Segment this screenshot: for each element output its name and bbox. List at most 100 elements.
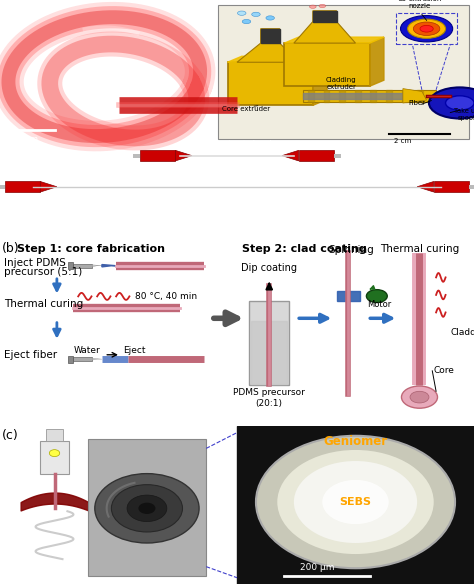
- Polygon shape: [334, 154, 341, 158]
- Text: SEBS: SEBS: [339, 497, 372, 507]
- Polygon shape: [403, 89, 427, 103]
- Circle shape: [266, 16, 274, 20]
- Text: (a): (a): [4, 4, 21, 16]
- Polygon shape: [282, 150, 299, 161]
- Polygon shape: [237, 29, 299, 62]
- Polygon shape: [228, 56, 327, 62]
- Text: Step 1: core fabrication: Step 1: core fabrication: [17, 244, 164, 254]
- Polygon shape: [5, 182, 40, 192]
- Text: Spinning: Spinning: [328, 245, 374, 255]
- Circle shape: [401, 16, 453, 42]
- Text: Water: Water: [73, 346, 100, 355]
- FancyBboxPatch shape: [218, 5, 469, 139]
- Text: (b): (b): [2, 242, 20, 255]
- Text: Take up
spool: Take up spool: [454, 107, 474, 121]
- Circle shape: [420, 25, 433, 32]
- Polygon shape: [299, 150, 334, 161]
- Polygon shape: [324, 90, 329, 102]
- Polygon shape: [294, 11, 356, 43]
- Text: Core: Core: [434, 366, 455, 376]
- Circle shape: [294, 461, 417, 543]
- Polygon shape: [434, 182, 469, 192]
- FancyBboxPatch shape: [284, 43, 370, 86]
- Circle shape: [242, 19, 251, 24]
- Text: Core extruder: Core extruder: [222, 106, 271, 112]
- Polygon shape: [140, 150, 175, 161]
- Text: (c): (c): [2, 429, 19, 443]
- Polygon shape: [68, 356, 73, 363]
- Polygon shape: [73, 357, 92, 361]
- Circle shape: [319, 4, 326, 8]
- Text: 80 °C, 40 min: 80 °C, 40 min: [135, 292, 197, 301]
- Text: Geniomer: Geniomer: [323, 435, 388, 449]
- Text: Thermal curing: Thermal curing: [4, 299, 83, 310]
- Polygon shape: [73, 263, 92, 267]
- FancyBboxPatch shape: [228, 62, 313, 105]
- Polygon shape: [370, 90, 376, 102]
- Text: Cladding
extruder: Cladding extruder: [326, 77, 356, 89]
- Polygon shape: [251, 321, 287, 384]
- Circle shape: [322, 480, 389, 524]
- Polygon shape: [40, 182, 57, 192]
- Circle shape: [310, 5, 316, 8]
- Polygon shape: [401, 90, 407, 102]
- Text: stretched: stretched: [212, 171, 262, 181]
- Text: PDMS precursor
(20:1): PDMS precursor (20:1): [233, 388, 305, 408]
- Polygon shape: [92, 265, 102, 266]
- Text: Fiber: Fiber: [409, 100, 426, 106]
- Polygon shape: [339, 90, 345, 102]
- Text: Motor: Motor: [367, 300, 392, 309]
- Circle shape: [429, 88, 474, 119]
- Polygon shape: [237, 426, 474, 584]
- Polygon shape: [303, 93, 403, 99]
- Polygon shape: [313, 11, 337, 22]
- Polygon shape: [68, 262, 73, 269]
- Circle shape: [408, 19, 446, 39]
- Text: Step 2: clad coating: Step 2: clad coating: [242, 244, 366, 254]
- Polygon shape: [92, 358, 102, 360]
- Polygon shape: [46, 429, 63, 440]
- Text: 200 μm: 200 μm: [301, 563, 335, 572]
- Text: 2 cm: 2 cm: [394, 138, 411, 144]
- Polygon shape: [175, 150, 192, 161]
- Text: Thermal curing: Thermal curing: [380, 244, 459, 254]
- Polygon shape: [303, 90, 436, 102]
- Text: Inject PDMS: Inject PDMS: [4, 258, 66, 269]
- Polygon shape: [386, 90, 392, 102]
- Polygon shape: [102, 265, 116, 267]
- Text: Cladding: Cladding: [450, 328, 474, 338]
- Circle shape: [111, 485, 182, 532]
- Polygon shape: [370, 37, 384, 86]
- Circle shape: [413, 22, 440, 36]
- Text: Dip coating: Dip coating: [241, 263, 297, 273]
- Polygon shape: [337, 291, 360, 301]
- Circle shape: [401, 386, 438, 408]
- Circle shape: [49, 450, 60, 457]
- Polygon shape: [249, 301, 289, 385]
- Circle shape: [410, 391, 429, 403]
- Text: 1 mm: 1 mm: [12, 135, 38, 144]
- Text: precursor (5:1): precursor (5:1): [4, 267, 82, 277]
- Polygon shape: [355, 90, 361, 102]
- Polygon shape: [417, 90, 423, 102]
- Polygon shape: [40, 440, 69, 474]
- Circle shape: [366, 290, 387, 303]
- Polygon shape: [284, 37, 384, 43]
- Polygon shape: [313, 56, 327, 105]
- Circle shape: [95, 474, 199, 543]
- Circle shape: [127, 495, 167, 522]
- Circle shape: [256, 436, 455, 568]
- Polygon shape: [0, 185, 5, 189]
- Polygon shape: [133, 154, 140, 158]
- Circle shape: [446, 96, 474, 110]
- Polygon shape: [261, 29, 280, 43]
- Circle shape: [138, 503, 155, 514]
- Text: Co-extrusion
nozzle: Co-extrusion nozzle: [397, 0, 442, 9]
- Text: not stretched: not stretched: [202, 140, 272, 150]
- Circle shape: [252, 12, 260, 16]
- Text: Eject fiber: Eject fiber: [4, 350, 57, 360]
- Polygon shape: [308, 90, 314, 102]
- Polygon shape: [88, 439, 206, 576]
- Text: Eject: Eject: [123, 346, 146, 355]
- Circle shape: [277, 450, 434, 554]
